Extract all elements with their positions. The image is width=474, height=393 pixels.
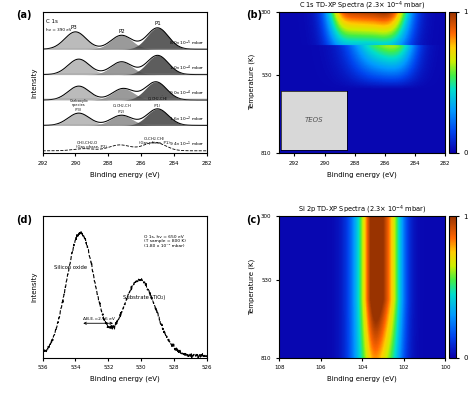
Text: 9.0×10$^{-4}$ mbar: 9.0×10$^{-4}$ mbar bbox=[169, 89, 205, 98]
Y-axis label: Intensity: Intensity bbox=[31, 272, 37, 302]
Y-axis label: Temperature (K): Temperature (K) bbox=[249, 54, 255, 110]
Text: (Gas phase, P2): (Gas phase, P2) bbox=[76, 145, 107, 149]
Text: ΔB.E.=2.16 eV: ΔB.E.=2.16 eV bbox=[82, 317, 114, 321]
Text: (d): (d) bbox=[17, 215, 32, 225]
X-axis label: Binding energy (eV): Binding energy (eV) bbox=[328, 376, 397, 382]
Text: O-CH$_2$-CH$_3$: O-CH$_2$-CH$_3$ bbox=[143, 136, 165, 143]
X-axis label: Binding energy (eV): Binding energy (eV) bbox=[90, 376, 160, 382]
Text: O-CH$_2$-CH
(P2): O-CH$_2$-CH (P2) bbox=[112, 102, 131, 114]
Text: O 1s, hv = 650 eV
(T sample = 800 K)
(1.80 x 10⁻⁴ mbar): O 1s, hv = 650 eV (T sample = 800 K) (1.… bbox=[145, 235, 186, 248]
Text: (Gas phase, P1): (Gas phase, P1) bbox=[139, 141, 170, 145]
Text: CH$_3$-CH$_2$-O: CH$_3$-CH$_2$-O bbox=[76, 139, 98, 147]
Text: Silicon oxide: Silicon oxide bbox=[54, 265, 87, 270]
X-axis label: Binding energy (eV): Binding energy (eV) bbox=[90, 171, 160, 178]
Text: hv = 390 eV: hv = 390 eV bbox=[46, 28, 72, 32]
Title: Si 2p TD-XP Spectra (2.3$\times$ 10$^{-4}$ mbar): Si 2p TD-XP Spectra (2.3$\times$ 10$^{-4… bbox=[298, 204, 427, 217]
Text: 1.0×10$^{-4}$ mbar: 1.0×10$^{-4}$ mbar bbox=[169, 64, 205, 73]
Y-axis label: Intensity: Intensity bbox=[31, 67, 37, 97]
Text: (c): (c) bbox=[246, 215, 261, 225]
Text: (a): (a) bbox=[17, 10, 32, 20]
Text: Substrate (TiO₂): Substrate (TiO₂) bbox=[123, 295, 165, 300]
Text: P2: P2 bbox=[118, 29, 125, 34]
X-axis label: Binding energy (eV): Binding energy (eV) bbox=[328, 171, 397, 178]
Text: O-CH$_2$-$\dot{\rm C}$H$_3$
(P1): O-CH$_2$-$\dot{\rm C}$H$_3$ (P1) bbox=[147, 95, 168, 108]
Text: P1: P1 bbox=[154, 22, 161, 26]
Text: 8.0×10$^{-5}$ mbar: 8.0×10$^{-5}$ mbar bbox=[169, 38, 205, 48]
Text: P3: P3 bbox=[71, 25, 77, 30]
Y-axis label: Temperature (K): Temperature (K) bbox=[249, 259, 255, 315]
Title: C 1s TD-XP Spectra (2.3$\times$ 10$^{-4}$ mbar): C 1s TD-XP Spectra (2.3$\times$ 10$^{-4}… bbox=[299, 0, 425, 12]
Text: C 1s: C 1s bbox=[46, 19, 58, 24]
Text: Carboxylic
species
(P3): Carboxylic species (P3) bbox=[69, 99, 88, 112]
Text: (b): (b) bbox=[246, 10, 262, 20]
Text: 1.6×10$^{-2}$ mbar: 1.6×10$^{-2}$ mbar bbox=[169, 114, 205, 124]
Text: 9.4×10$^{-1}$ mbar: 9.4×10$^{-1}$ mbar bbox=[169, 140, 205, 149]
